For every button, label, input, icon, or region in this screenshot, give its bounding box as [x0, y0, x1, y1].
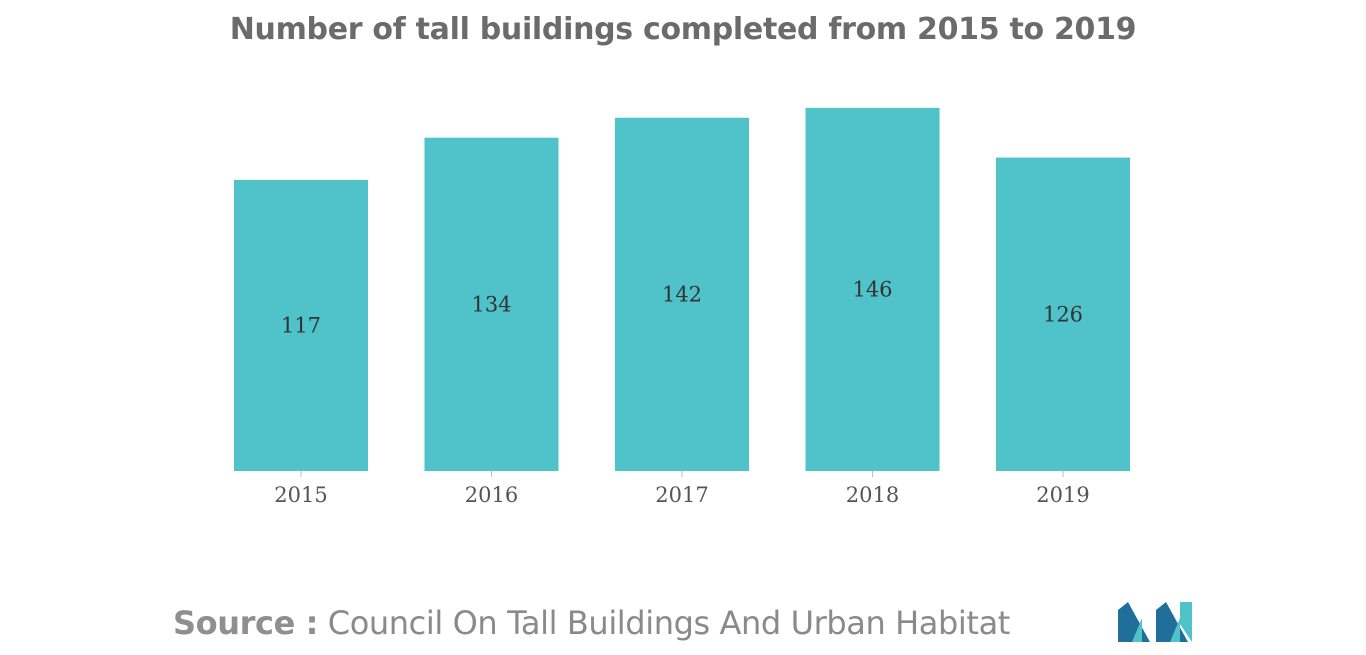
bar-2016 [424, 137, 559, 472]
bar-chart: 117 2015 134 2016 142 2017 146 2018 126 2019 [234, 107, 1130, 507]
chart-title: Number of tall buildings completed from … [229, 12, 1137, 47]
bar-2018 [805, 107, 940, 471]
source-note: Source : Council On Tall Buildings And U… [173, 604, 1010, 642]
x-tick-label-2017: 2017 [655, 483, 708, 507]
x-tick-label-2016: 2016 [465, 483, 518, 507]
x-tick-label-2019: 2019 [1036, 483, 1089, 507]
x-tick-label-2015: 2015 [274, 483, 327, 507]
bar-2015 [234, 179, 368, 471]
bar-2019 [996, 157, 1130, 471]
data-label-2019: 126 [1043, 302, 1083, 326]
data-label-2018: 146 [852, 277, 892, 301]
data-label-2017: 142 [662, 282, 702, 306]
data-label-2015: 117 [281, 313, 321, 337]
data-label-2016: 134 [471, 292, 511, 316]
source-value: Council On Tall Buildings And Urban Habi… [327, 604, 1011, 642]
bar-2017 [615, 117, 749, 472]
mordor-intelligence-logo-icon [1118, 602, 1192, 642]
x-tick-label-2018: 2018 [846, 483, 899, 507]
source-label: Source : [173, 604, 319, 642]
